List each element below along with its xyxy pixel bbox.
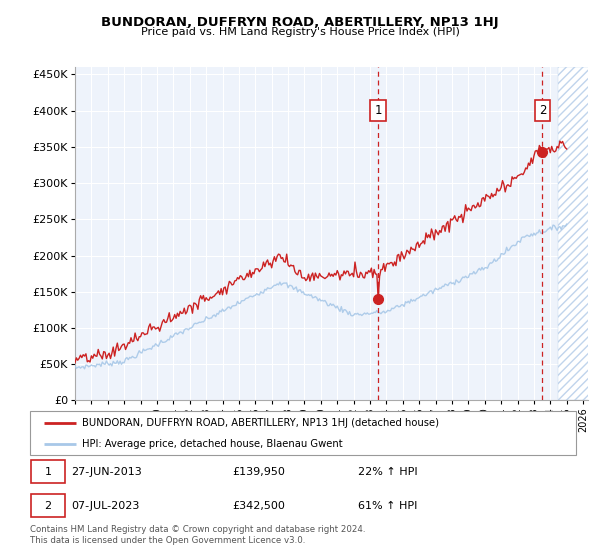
Text: £139,950: £139,950 [232,466,285,477]
Text: 07-JUL-2023: 07-JUL-2023 [71,501,139,511]
Text: Price paid vs. HM Land Registry's House Price Index (HPI): Price paid vs. HM Land Registry's House … [140,27,460,37]
Text: 2: 2 [44,501,52,511]
FancyBboxPatch shape [31,460,65,483]
Text: 27-JUN-2013: 27-JUN-2013 [71,466,142,477]
Bar [559,67,600,400]
Text: HPI: Average price, detached house, Blaenau Gwent: HPI: Average price, detached house, Blae… [82,438,343,449]
Text: BUNDORAN, DUFFRYN ROAD, ABERTILLERY, NP13 1HJ (detached house): BUNDORAN, DUFFRYN ROAD, ABERTILLERY, NP1… [82,418,439,428]
Bar [559,67,600,400]
Bar [75,67,559,400]
Text: BUNDORAN, DUFFRYN ROAD, ABERTILLERY, NP13 1HJ: BUNDORAN, DUFFRYN ROAD, ABERTILLERY, NP1… [101,16,499,29]
Text: Contains HM Land Registry data © Crown copyright and database right 2024.
This d: Contains HM Land Registry data © Crown c… [30,525,365,545]
Text: 22% ↑ HPI: 22% ↑ HPI [358,466,417,477]
Text: 1: 1 [374,104,382,117]
Text: £342,500: £342,500 [232,501,285,511]
FancyBboxPatch shape [30,412,576,455]
Text: 2: 2 [539,104,546,117]
FancyBboxPatch shape [31,494,65,517]
Text: 61% ↑ HPI: 61% ↑ HPI [358,501,417,511]
Text: 1: 1 [44,466,52,477]
